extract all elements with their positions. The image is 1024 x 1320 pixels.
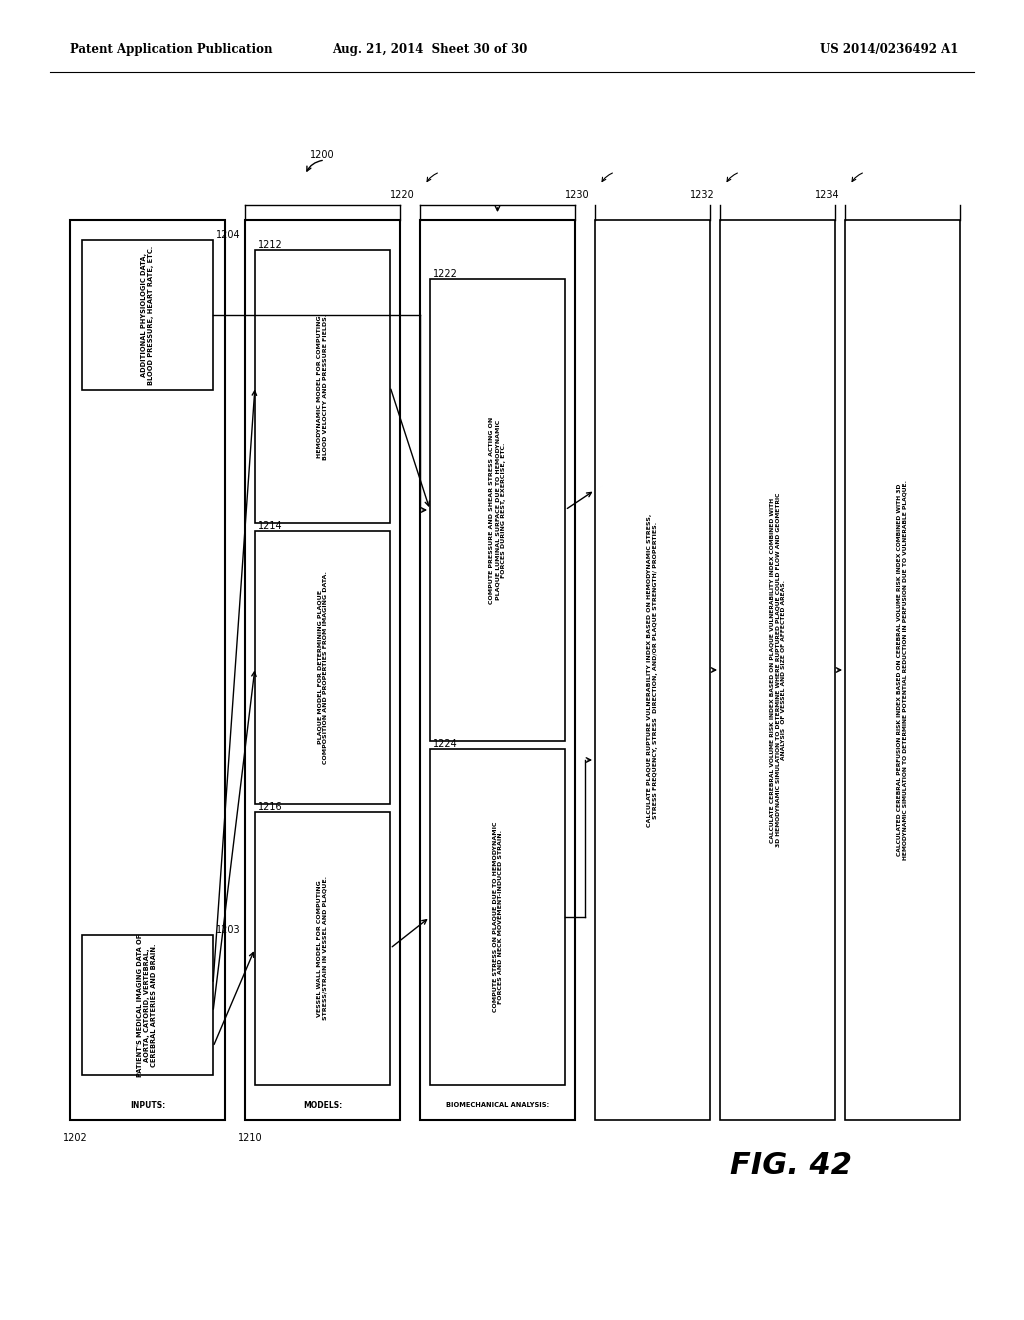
Text: HEMODYNAMIC MODEL FOR COMPUTING
BLOOD VELOCITY AND PRESSURE FIELDS.: HEMODYNAMIC MODEL FOR COMPUTING BLOOD VE… xyxy=(317,313,328,459)
Text: 1203: 1203 xyxy=(216,925,241,935)
Bar xyxy=(82,935,213,1074)
Text: PLAQUE MODEL FOR DETERMINING PLAQUE
COMPOSITION AND PROPERTIES FROM IMAGING DATA: PLAQUE MODEL FOR DETERMINING PLAQUE COMP… xyxy=(317,572,328,764)
Text: 1230: 1230 xyxy=(565,190,590,201)
Text: Aug. 21, 2014  Sheet 30 of 30: Aug. 21, 2014 Sheet 30 of 30 xyxy=(333,44,527,57)
Bar xyxy=(255,249,390,523)
Text: BIOMECHANICAL ANALYSIS:: BIOMECHANICAL ANALYSIS: xyxy=(445,1102,549,1107)
Text: Patent Application Publication: Patent Application Publication xyxy=(70,44,272,57)
Text: 1202: 1202 xyxy=(62,1133,87,1143)
Text: CALCULATED CEREBRAL PERFUSION RISK INDEX BASED ON CEREBRAL VOLUME RISK INDEX COM: CALCULATED CEREBRAL PERFUSION RISK INDEX… xyxy=(897,480,908,861)
Bar xyxy=(720,220,835,1119)
Text: 1214: 1214 xyxy=(258,521,283,531)
Text: 1216: 1216 xyxy=(258,803,283,812)
Text: FIG. 42: FIG. 42 xyxy=(730,1151,852,1180)
Bar xyxy=(70,220,225,1119)
Text: 1222: 1222 xyxy=(433,269,458,279)
Text: CALCULATE PLAQUE RUPTURE VULNERABILITY INDEX BASED ON HEMODYNAMIC STRESS,
STRESS: CALCULATE PLAQUE RUPTURE VULNERABILITY I… xyxy=(647,513,657,826)
Text: COMPUTE PRESSURE AND SHEAR STRESS ACTING ON
PLAQUE LUMINAL SURFACE DUE TO HEMODY: COMPUTE PRESSURE AND SHEAR STRESS ACTING… xyxy=(489,416,506,603)
Text: INPUTS:: INPUTS: xyxy=(130,1101,165,1110)
Bar xyxy=(430,748,565,1085)
Text: COMPUTE STRESS ON PLAQUE DUE TO HEMODYNAMIC
FORCES AND NECK MOVEMENT-INDUCED STR: COMPUTE STRESS ON PLAQUE DUE TO HEMODYNA… xyxy=(493,822,503,1012)
Text: ADDITIONAL PHYSIOLOGIC DATA,
BLOOD PRESSURE, HEART RATE, ETC.: ADDITIONAL PHYSIOLOGIC DATA, BLOOD PRESS… xyxy=(141,246,154,384)
Text: MODELS:: MODELS: xyxy=(303,1101,342,1110)
Bar xyxy=(420,220,575,1119)
Bar xyxy=(255,812,390,1085)
Text: 1210: 1210 xyxy=(238,1133,262,1143)
Bar xyxy=(82,240,213,389)
Text: 1220: 1220 xyxy=(390,190,415,201)
Text: 1204: 1204 xyxy=(216,230,241,240)
Text: 1232: 1232 xyxy=(690,190,715,201)
Text: PATIENT'S MEDICAL IMAGING DATA OF
AORTA, CATORID, VERTEBRAL,
CEREBRAL ARTERIES A: PATIENT'S MEDICAL IMAGING DATA OF AORTA,… xyxy=(137,933,158,1077)
Bar xyxy=(245,220,400,1119)
Bar xyxy=(845,220,961,1119)
Bar xyxy=(430,279,565,741)
Text: 1234: 1234 xyxy=(815,190,840,201)
Text: 1224: 1224 xyxy=(433,739,458,748)
Text: 1212: 1212 xyxy=(258,240,283,249)
Bar xyxy=(255,531,390,804)
Text: 1200: 1200 xyxy=(310,150,335,160)
Text: VESSEL WALL MODEL FOR COMPUTING
STRESS/STRAIN IN VESSEL AND PLAQUE.: VESSEL WALL MODEL FOR COMPUTING STRESS/S… xyxy=(317,876,328,1020)
Text: CALCULATE CEREBRAL VOLUME RISK INDEX BASED ON PLAQUE VULNERABILITY INDEX COMBINE: CALCULATE CEREBRAL VOLUME RISK INDEX BAS… xyxy=(769,492,785,847)
Bar xyxy=(595,220,710,1119)
Text: US 2014/0236492 A1: US 2014/0236492 A1 xyxy=(820,44,958,57)
